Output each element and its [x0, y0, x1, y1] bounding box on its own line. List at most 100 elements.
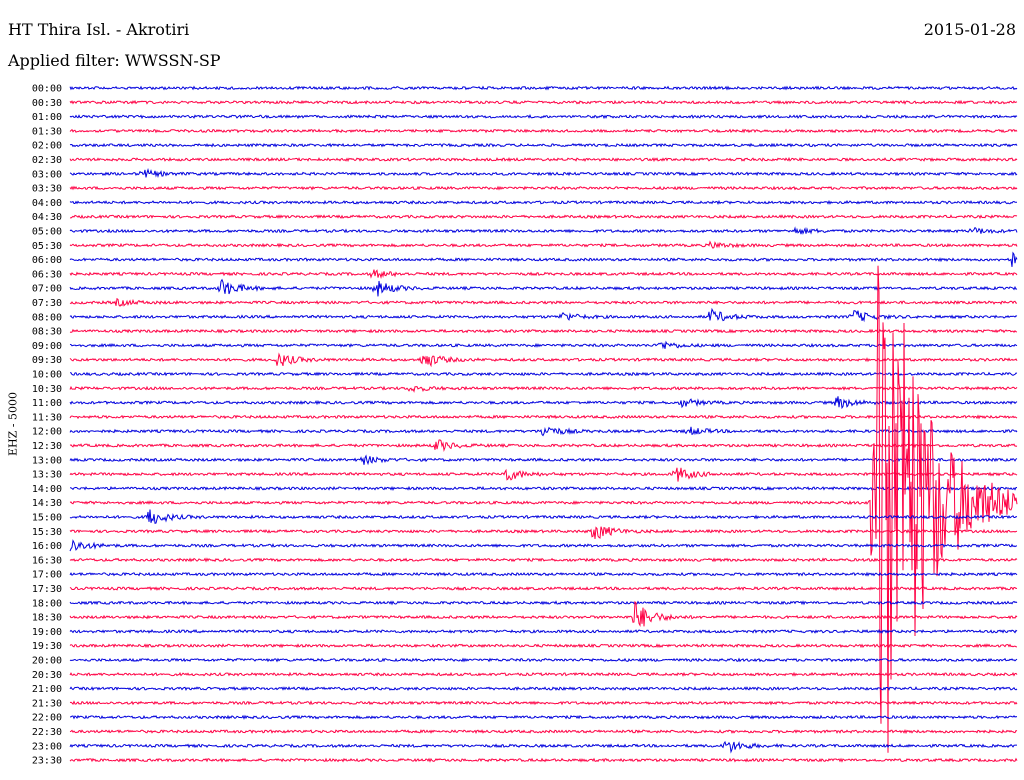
trace-2130 — [69, 700, 1018, 706]
time-label-1900: 19:00 — [32, 627, 62, 638]
trace-2030 — [69, 671, 1018, 677]
trace-1000 — [70, 371, 1018, 377]
time-label-0700: 07:00 — [32, 284, 62, 295]
trace-2000 — [69, 657, 1018, 663]
time-label-0630: 06:30 — [32, 269, 62, 280]
time-label-0930: 09:30 — [32, 355, 62, 366]
time-label-2000: 20:00 — [32, 656, 62, 667]
trace-1230 — [69, 439, 1018, 453]
time-label-1400: 14:00 — [32, 484, 62, 495]
trace-1800 — [69, 600, 1018, 606]
trace-2100 — [69, 686, 1018, 692]
trace-0600 — [69, 251, 1018, 267]
time-label-2100: 21:00 — [32, 684, 62, 695]
time-label-0830: 08:30 — [32, 327, 62, 338]
time-label-2300: 23:00 — [32, 741, 62, 752]
time-label-1330: 13:30 — [32, 470, 62, 481]
trace-1030 — [69, 385, 1018, 393]
trace-1700 — [69, 571, 1018, 577]
time-label-2030: 20:30 — [32, 670, 62, 681]
time-label-1930: 19:30 — [32, 641, 62, 652]
trace-0730 — [69, 297, 1017, 307]
time-label-1600: 16:00 — [32, 541, 62, 552]
station-title: HT Thira Isl. - Akrotiri — [8, 20, 190, 39]
time-label-1830: 18:30 — [32, 613, 62, 624]
date-label: 2015-01-28 — [923, 20, 1016, 39]
trace-0330 — [69, 185, 1018, 191]
time-label-0300: 03:00 — [32, 169, 62, 180]
trace-1400 — [69, 485, 1018, 491]
time-label-0430: 04:30 — [32, 212, 62, 223]
trace-0200 — [69, 142, 1018, 148]
trace-0000 — [69, 85, 1018, 91]
time-label-0730: 07:30 — [32, 298, 62, 309]
time-label-0230: 02:30 — [32, 155, 62, 166]
time-label-0600: 06:00 — [32, 255, 62, 266]
time-label-1030: 10:30 — [32, 384, 62, 395]
trace-1430 — [69, 265, 1018, 753]
trace-0300 — [69, 168, 1018, 178]
time-label-0330: 03:30 — [32, 184, 62, 195]
trace-2300 — [69, 740, 1017, 754]
trace-0100 — [69, 114, 1018, 120]
trace-1530 — [69, 526, 1018, 540]
time-label-2200: 22:00 — [32, 713, 62, 724]
trace-0430 — [69, 214, 1018, 220]
time-label-group: 00:00 00:30 01:00 01:30 02:00 02:30 03:00 03:30… — [32, 84, 62, 767]
trace-1730 — [69, 586, 1018, 591]
trace-0530 — [69, 240, 1018, 249]
trace-1330 — [69, 467, 1018, 482]
time-label-0030: 00:30 — [32, 98, 62, 109]
time-label-1800: 18:00 — [32, 598, 62, 609]
trace-0630 — [69, 269, 1018, 280]
trace-0400 — [69, 199, 1017, 205]
trace-2330 — [69, 757, 1018, 763]
trace-1830 — [69, 600, 1018, 628]
time-label-0400: 04:00 — [32, 198, 62, 209]
trace-1600 — [69, 539, 1018, 552]
trace-2230 — [69, 728, 1018, 735]
time-label-0100: 01:00 — [32, 112, 62, 123]
time-label-0900: 09:00 — [32, 341, 62, 352]
time-label-1700: 17:00 — [32, 570, 62, 581]
trace-1130 — [69, 414, 1018, 420]
trace-2200 — [70, 714, 1018, 720]
time-label-1200: 12:00 — [32, 427, 62, 438]
time-label-1630: 16:30 — [32, 555, 62, 566]
trace-1100 — [69, 396, 1018, 410]
trace-0230 — [69, 156, 1018, 163]
time-label-1230: 12:30 — [32, 441, 62, 452]
trace-0130 — [69, 128, 1018, 134]
time-label-1500: 15:00 — [32, 513, 62, 524]
time-label-2130: 21:30 — [32, 698, 62, 709]
time-label-1130: 11:30 — [32, 412, 62, 423]
trace-group — [69, 85, 1018, 763]
time-label-0000: 00:00 — [32, 84, 62, 95]
time-label-0130: 01:30 — [32, 126, 62, 137]
trace-0830 — [69, 328, 1018, 334]
time-label-0530: 05:30 — [32, 241, 62, 252]
time-label-1530: 15:30 — [32, 527, 62, 538]
trace-0900 — [69, 340, 1018, 350]
filter-label: Applied filter: WWSSN-SP — [8, 51, 221, 70]
time-label-0200: 02:00 — [32, 141, 62, 152]
time-label-2230: 22:30 — [32, 727, 62, 738]
time-label-1730: 17:30 — [32, 584, 62, 595]
trace-0930 — [69, 352, 1018, 368]
trace-1900 — [69, 628, 1018, 634]
trace-1630 — [69, 557, 1018, 563]
trace-1300 — [69, 454, 1018, 466]
time-label-1000: 10:00 — [32, 370, 62, 381]
trace-0700 — [69, 278, 1018, 297]
trace-1930 — [69, 643, 1018, 649]
trace-1200 — [69, 426, 1018, 437]
trace-1500 — [69, 509, 1018, 524]
trace-0500 — [69, 226, 1018, 235]
time-label-1430: 14:30 — [32, 498, 62, 509]
trace-0800 — [69, 307, 1018, 323]
trace-0030 — [69, 99, 1018, 105]
time-label-0500: 05:00 — [32, 227, 62, 238]
time-label-1300: 13:00 — [32, 455, 62, 466]
time-label-0800: 08:00 — [32, 312, 62, 323]
